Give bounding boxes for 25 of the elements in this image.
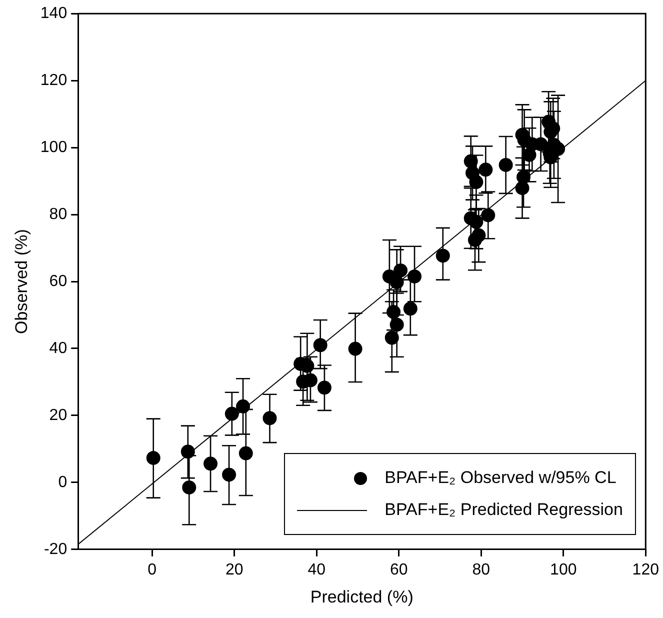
y-tick-label: 40 <box>49 340 68 357</box>
y-tick-label: 120 <box>40 72 68 89</box>
y-tick-label: 140 <box>40 5 68 22</box>
point <box>204 456 218 471</box>
x-axis-title: Predicted (%) <box>310 587 414 606</box>
y-axis-title: Observed (%) <box>12 229 31 334</box>
point <box>224 406 239 421</box>
y-tick-label: 80 <box>49 206 68 223</box>
x-tick-label: 40 <box>308 561 326 578</box>
x-tick-label: 100 <box>550 561 577 578</box>
legend-label: BPAF+E₂ Predicted Regression <box>384 500 623 520</box>
x-tick-label: 60 <box>390 561 408 578</box>
y-tick-label: 100 <box>40 138 68 156</box>
y-tick-label: -20 <box>44 540 68 558</box>
point <box>222 468 236 482</box>
point <box>403 302 418 316</box>
point <box>317 380 332 395</box>
x-tick-label: 80 <box>472 561 490 578</box>
x-tick-label: 120 <box>632 561 660 578</box>
y-tick-label: 60 <box>49 272 68 290</box>
y-tick-label: 20 <box>49 406 68 424</box>
legend-label: BPAF+E₂ Observed w/95% CL <box>384 468 616 488</box>
x-tick-label: 0 <box>148 561 157 578</box>
y-tick-label: 0 <box>58 474 68 491</box>
x-tick-label: 20 <box>225 561 244 578</box>
